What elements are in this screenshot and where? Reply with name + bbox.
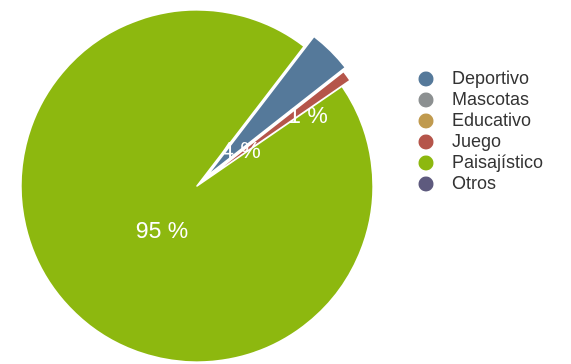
pie-slice-paisajístico [20,9,374,363]
legend-swatch [418,71,434,87]
legend: DeportivoMascotasEducativoJuegoPaisajíst… [418,68,543,193]
legend-label: Educativo [452,110,531,130]
pie-slice-labels: 4 % 1 % 95 % [136,102,328,243]
legend-label: Otros [452,173,496,193]
legend-swatch [418,92,434,108]
pie-slice-juego [204,70,351,181]
slice-value-label: 95 % [136,217,188,243]
pie-slice-deportivo [206,35,347,177]
legend-label: Juego [452,131,501,151]
slice-value-label: 1 % [288,102,328,128]
legend-label: Mascotas [452,89,529,109]
legend-swatch [418,113,434,129]
legend-label: Deportivo [452,68,529,88]
slice-value-label: 4 % [221,137,261,163]
legend-swatch [418,155,434,171]
pie-slices [20,9,374,363]
legend-label: Paisajístico [452,152,543,172]
legend-swatch [418,134,434,150]
legend-swatch [418,176,434,192]
